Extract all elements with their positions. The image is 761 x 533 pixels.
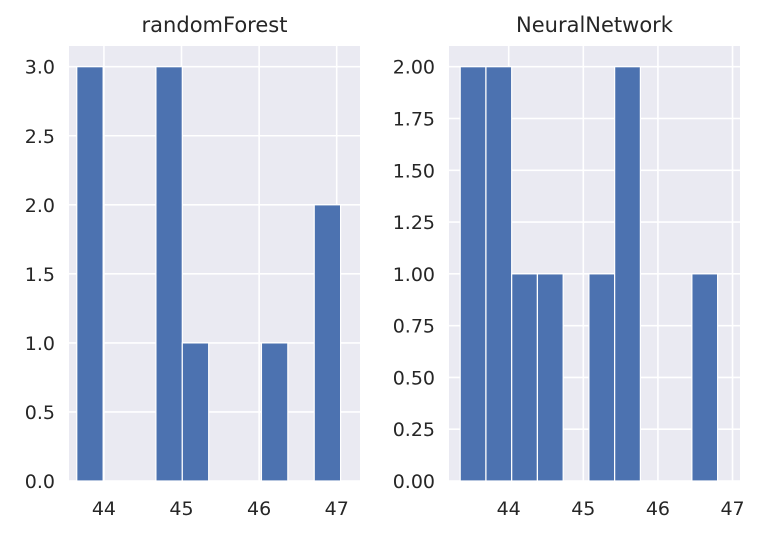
neuralnetwork-y-tick-label: 1.25 — [393, 212, 435, 234]
randomforest-x-tick-label: 45 — [169, 498, 193, 520]
neuralnetwork-y-tick-label: 1.50 — [393, 160, 435, 182]
neuralnetwork-bar — [536, 273, 564, 482]
neuralnetwork-y-tick-label: 1.00 — [393, 264, 435, 286]
randomforest-y-tick-label: 2.0 — [25, 195, 55, 217]
neuralnetwork-bar — [485, 66, 513, 482]
randomforest-y-tick-label: 0.0 — [25, 471, 55, 493]
neuralnetwork-x-tick-label: 47 — [720, 498, 744, 520]
neuralnetwork-bar — [459, 66, 487, 482]
randomforest-x-tick-labels: 44 45 46 47 — [92, 498, 349, 520]
randomforest-title: randomForest — [142, 13, 288, 37]
neuralnetwork-bar — [588, 273, 616, 482]
neuralnetwork-x-tick-label: 45 — [571, 498, 595, 520]
neuralnetwork-y-tick-label: 1.75 — [393, 109, 435, 131]
neuralnetwork-x-tick-label: 44 — [497, 498, 521, 520]
neuralnetwork-y-tick-label: 0.50 — [393, 367, 435, 389]
randomforest-bar — [181, 342, 210, 482]
neuralnetwork-x-tick-labels: 44 45 46 47 — [497, 498, 745, 520]
randomforest-bar — [313, 204, 342, 482]
randomforest-bar — [260, 342, 289, 482]
neuralnetwork-panel: 44 45 46 47 0.00 0.25 0.50 0.75 1.00 1.25 1.50 1.7… — [393, 13, 745, 520]
randomforest-y-tick-labels: 0.0 0.5 1.0 1.5 2.0 2.5 3.0 — [25, 57, 55, 493]
randomforest-bar — [155, 66, 183, 482]
neuralnetwork-y-tick-label: 0.00 — [393, 471, 435, 493]
neuralnetwork-y-tick-label: 0.75 — [393, 316, 435, 338]
randomforest-x-tick-label: 44 — [92, 498, 116, 520]
randomforest-x-tick-label: 47 — [325, 498, 349, 520]
randomforest-y-tick-label: 2.5 — [25, 126, 55, 148]
randomforest-y-tick-label: 3.0 — [25, 57, 55, 79]
neuralnetwork-y-tick-label: 2.00 — [393, 57, 435, 79]
neuralnetwork-y-tick-labels: 0.00 0.25 0.50 0.75 1.00 1.25 1.50 1.75 2.00 — [393, 57, 435, 493]
neuralnetwork-bar — [691, 273, 719, 482]
randomforest-y-tick-label: 1.5 — [25, 264, 55, 286]
neuralnetwork-bar — [511, 273, 539, 482]
randomforest-bars — [76, 66, 342, 482]
randomforest-bar — [76, 66, 104, 482]
randomforest-panel: 44 45 46 47 0.0 0.5 1.0 1.5 2.0 2.5 3.0 randomFor… — [25, 13, 360, 520]
neuralnetwork-bars — [459, 66, 719, 482]
randomforest-x-tick-label: 46 — [247, 498, 271, 520]
neuralnetwork-y-tick-label: 0.25 — [393, 419, 435, 441]
randomforest-plot-area — [69, 46, 360, 481]
neuralnetwork-bar — [614, 66, 641, 482]
neuralnetwork-x-tick-label: 46 — [646, 498, 670, 520]
neuralnetwork-title: NeuralNetwork — [516, 13, 674, 37]
randomforest-y-tick-label: 1.0 — [25, 333, 55, 355]
randomforest-y-tick-label: 0.5 — [25, 402, 55, 424]
